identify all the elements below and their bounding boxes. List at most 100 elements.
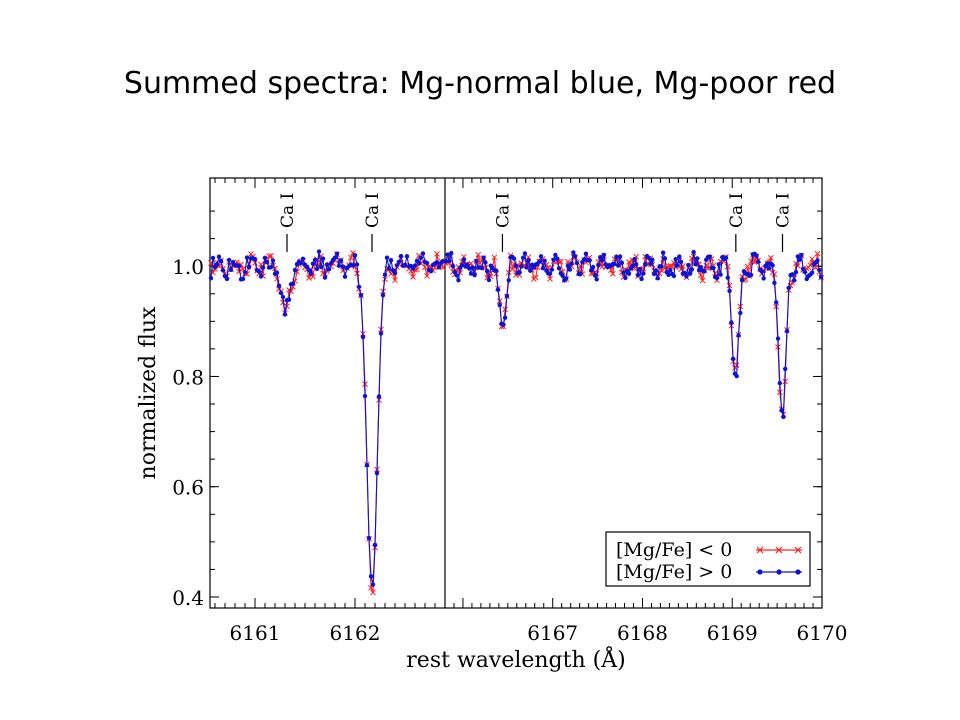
data-point-dot: [754, 253, 759, 258]
data-point-x: [284, 303, 290, 310]
data-point-dot: [671, 273, 677, 279]
data-point-dot: [675, 263, 680, 268]
data-point-dot: [553, 252, 558, 258]
ca-line-label: Ca I: [774, 193, 794, 228]
data-point-dot: [340, 264, 346, 269]
data-point-dot: [374, 471, 380, 476]
legend-label: [Mg/Fe] < 0: [616, 539, 732, 561]
data-point-dot: [772, 280, 777, 286]
data-point-x: [424, 273, 430, 279]
data-point-dot: [420, 251, 426, 256]
data-point-x: [739, 273, 745, 280]
data-point-dot: [689, 267, 695, 272]
data-point-dot: [410, 266, 416, 271]
x-tick-label: 6162: [330, 621, 381, 645]
y-tick-label: 0.6: [172, 476, 204, 500]
ca-line-label: Ca I: [493, 193, 513, 228]
ca-line-label: Ca I: [727, 193, 747, 228]
legend-box: [605, 531, 811, 587]
data-point-x: [699, 277, 706, 284]
data-point-dot: [258, 274, 264, 279]
data-point-dot: [484, 268, 490, 274]
data-point-dot: [678, 259, 684, 265]
data-point-x: [434, 251, 440, 257]
data-point-dot: [786, 285, 791, 291]
data-point-x: [252, 260, 258, 266]
data-point-dot: [790, 272, 795, 277]
data-point-dot: [623, 275, 628, 281]
data-point-dot: [599, 258, 605, 263]
data-point-dot: [556, 265, 562, 271]
data-point-dot: [765, 261, 770, 266]
data-point-dot: [791, 278, 797, 283]
data-point-dot: [354, 262, 360, 267]
data-point-dot: [262, 255, 268, 261]
data-point-dot: [246, 265, 252, 270]
data-point-dot: [698, 264, 704, 270]
data-point-dot: [304, 264, 310, 269]
data-point-x: [724, 263, 731, 270]
data-point-dot: [718, 272, 723, 277]
data-point-dot: [648, 261, 653, 266]
legend-marker: [776, 569, 782, 575]
data-point-dot: [617, 254, 623, 259]
data-point-dot: [378, 331, 384, 336]
ca-line-label: Ca I: [278, 193, 298, 228]
data-point-dot: [520, 255, 526, 260]
data-point-dot: [775, 336, 781, 341]
data-point-dot: [684, 274, 689, 279]
data-point-dot: [596, 263, 601, 268]
data-point-dot: [784, 329, 790, 334]
data-point-dot: [716, 262, 721, 267]
data-point-x: [509, 266, 516, 273]
data-point-dot: [524, 265, 529, 270]
data-point-dot: [506, 278, 511, 283]
data-point-dot: [795, 254, 800, 259]
data-point-dot: [454, 273, 459, 278]
data-point-dot: [621, 270, 626, 275]
data-point-dot: [382, 272, 388, 277]
data-point-dot: [240, 276, 246, 282]
data-point-dot: [208, 275, 214, 281]
data-point-dot: [538, 254, 544, 259]
data-point-dot: [547, 271, 553, 276]
data-point-dot: [601, 252, 607, 258]
data-point-dot: [264, 259, 270, 265]
data-point-dot: [817, 267, 822, 273]
data-point-dot: [436, 265, 442, 270]
data-point-x: [557, 258, 564, 265]
data-point-dot: [641, 271, 646, 276]
data-point-dot: [756, 259, 761, 264]
data-point-dot: [581, 257, 587, 262]
data-point-dot: [358, 293, 364, 298]
data-point-dot: [461, 257, 467, 262]
data-point-dot: [268, 264, 274, 270]
data-point-dot: [449, 250, 454, 256]
data-point-dot: [729, 320, 734, 325]
data-point-dot: [777, 380, 783, 386]
data-point-dot: [402, 262, 408, 268]
data-point-dot: [286, 297, 292, 302]
data-point-dot: [416, 261, 422, 266]
data-point-dot: [723, 255, 729, 260]
data-point-x: [547, 276, 553, 282]
data-point-dot: [517, 270, 522, 275]
legend-marker: [757, 569, 763, 575]
data-point-dot: [793, 270, 799, 275]
data-point-x: [272, 265, 278, 272]
data-point-dot: [274, 270, 280, 276]
data-point-dot: [549, 267, 555, 272]
data-point-dot: [312, 257, 318, 263]
data-point-dot: [394, 263, 400, 268]
data-point-x: [268, 252, 274, 259]
slide-title: Summed spectra: Mg-normal blue, Mg-poor …: [123, 66, 837, 101]
data-point-dot: [572, 254, 578, 259]
data-point-dot: [711, 265, 716, 271]
data-point-dot: [565, 263, 571, 269]
data-point-x: [776, 389, 783, 396]
data-point-dot: [727, 288, 732, 294]
data-point-dot: [328, 261, 334, 266]
data-point-x: [744, 263, 751, 270]
data-point-dot: [360, 334, 366, 340]
data-point-dot: [818, 274, 824, 280]
